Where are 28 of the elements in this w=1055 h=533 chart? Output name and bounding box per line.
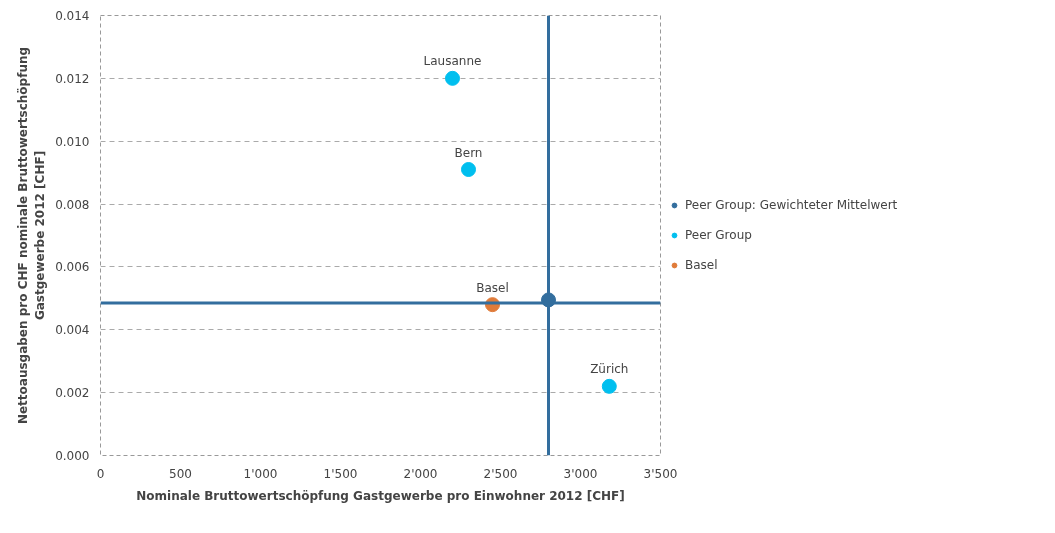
x-tick-label: 2'500 xyxy=(483,466,518,481)
point xyxy=(601,378,617,394)
annotation: Bern xyxy=(454,145,483,160)
y-axis-title: Nettoausgaben pro CHF nominale Bruttowertschöpfung Gastgewerbe 2012 [CHF] xyxy=(16,46,48,425)
annotation: Zürich xyxy=(590,362,629,377)
y-tick-label: 0.000 xyxy=(55,449,90,463)
legend-label: Peer Group: Gewichteter Mittelwert xyxy=(685,198,898,212)
x-tick-label: 1'000 xyxy=(243,466,278,481)
y-tick-label: 0.012 xyxy=(55,71,90,86)
x-tick-label: 3'000 xyxy=(563,466,598,481)
y-tick-label: 0.002 xyxy=(55,386,90,401)
x-tick-label: 500 xyxy=(169,466,192,481)
x-tick-label: 1'500 xyxy=(323,466,358,481)
annotation: Basel xyxy=(476,280,509,295)
y-tick-label: 0.006 xyxy=(55,260,90,275)
legend-label: Peer Group xyxy=(685,228,752,242)
legend-label: Basel xyxy=(685,258,718,272)
x-tick-label: 3'500 xyxy=(643,466,678,481)
y-tick-label: 0.010 xyxy=(55,134,90,149)
point xyxy=(445,70,460,86)
x-axis-title: Nominale Bruttowertschöpfung Gastgewerbe pro Einwohner 2012 [CHF] xyxy=(136,488,625,503)
x-tick-label: 0 xyxy=(96,466,105,481)
point xyxy=(461,162,476,177)
x-tick-label: 2'000 xyxy=(403,466,438,481)
y-tick-label: 0.008 xyxy=(55,197,90,212)
y-tick-label: 0.014 xyxy=(55,9,90,23)
y-tick-label: 0.004 xyxy=(55,323,90,338)
annotation: Lausanne xyxy=(423,54,482,69)
